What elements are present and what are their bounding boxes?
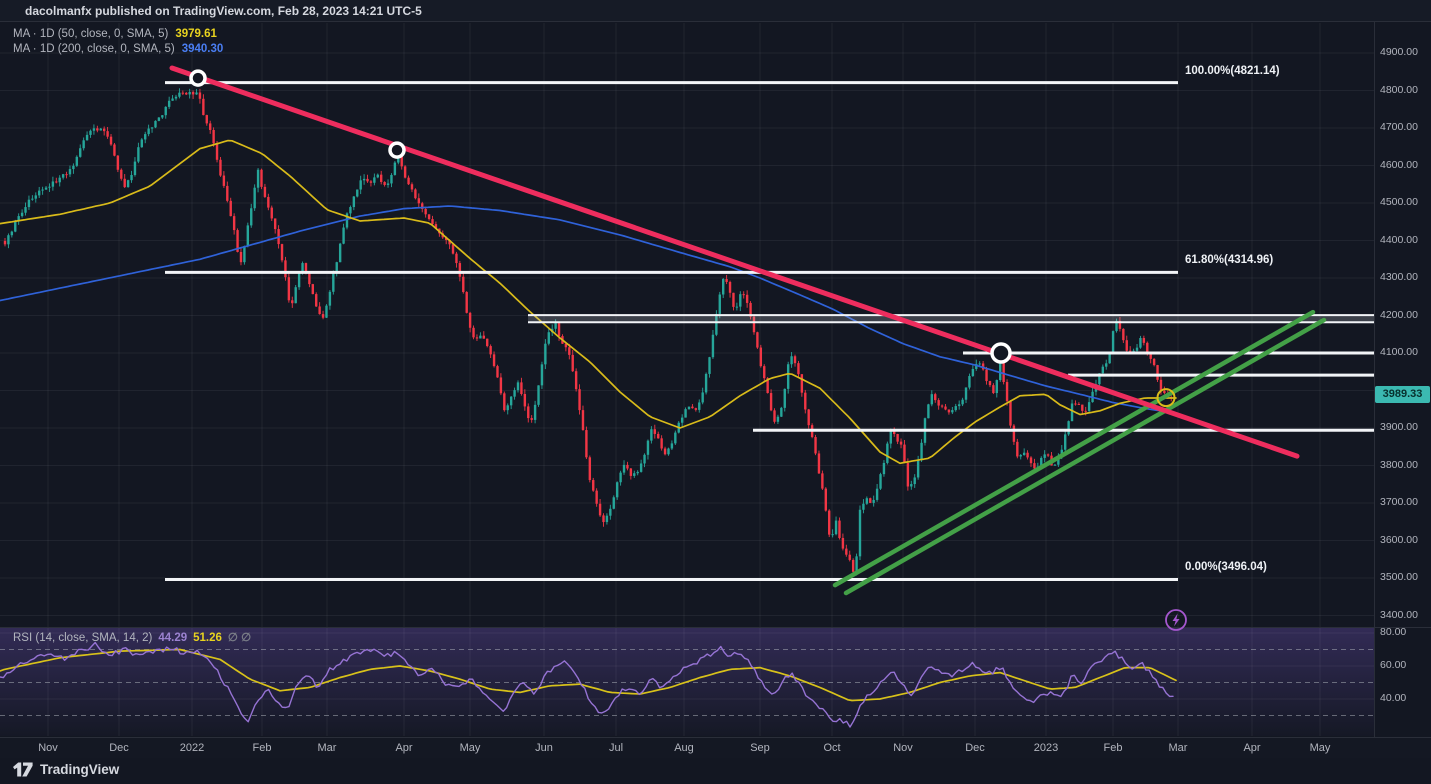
rsi-legend-label: RSI (14, close, SMA, 14, 2) — [13, 632, 153, 644]
tradingview-logo-icon — [13, 762, 33, 777]
attribution-text: dacolmanfx published on TradingView.com,… — [25, 4, 422, 18]
ma50-legend-row: MA · 1D (50, close, 0, SMA, 5) 3979.61 — [13, 27, 223, 42]
indicator-legend: MA · 1D (50, close, 0, SMA, 5) 3979.61 MA… — [13, 27, 223, 57]
ma200-legend-value: 3940.30 — [181, 43, 224, 55]
rsi-legend: RSI (14, close, SMA, 14, 2) 44.29 51.26 ∅ ∅ — [13, 631, 251, 646]
rsi-ma-value: 51.26 — [193, 632, 222, 644]
brand-name: TradingView — [40, 762, 120, 777]
footer-bar: TradingView — [0, 758, 1431, 784]
tradingview-logo[interactable]: TradingView — [12, 761, 119, 778]
time-axis — [0, 737, 1431, 758]
ma50-legend-label: MA · 1D (50, close, 0, SMA, 5) — [13, 28, 169, 40]
rsi-empty-set-icons: ∅ ∅ — [227, 632, 252, 644]
last-price-badge: 3989.33 — [1375, 386, 1430, 403]
lightning-icon — [1165, 609, 1187, 631]
pane-separator — [0, 627, 1431, 628]
attribution-bar: dacolmanfx published on TradingView.com,… — [0, 0, 1431, 22]
ma200-legend-label: MA · 1D (200, close, 0, SMA, 5) — [13, 43, 175, 55]
boost-button[interactable] — [1163, 607, 1189, 633]
ma50-legend-value: 3979.61 — [175, 28, 217, 40]
price-axis — [1374, 22, 1431, 737]
rsi-value: 44.29 — [158, 632, 188, 644]
ma200-legend-row: MA · 1D (200, close, 0, SMA, 5) 3940.30 — [13, 42, 223, 57]
